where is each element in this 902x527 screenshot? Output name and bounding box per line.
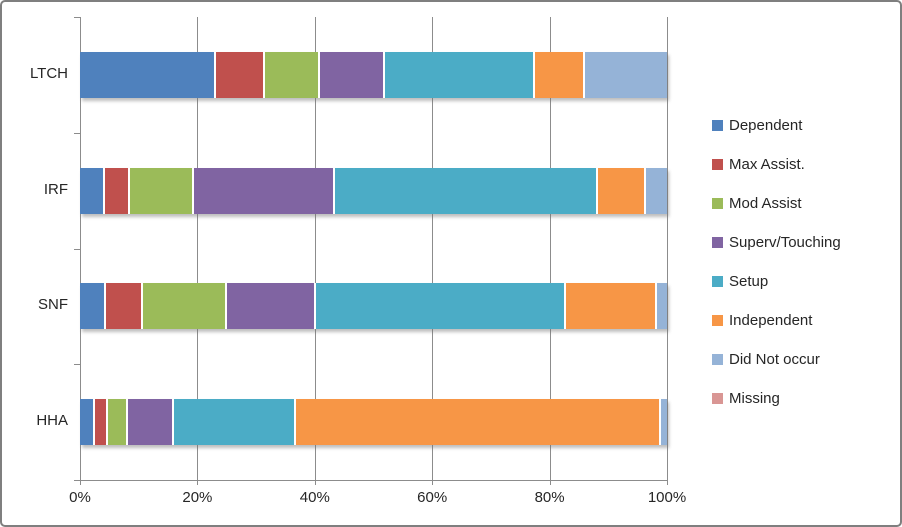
gridline [80,17,81,480]
x-axis-tick [80,480,81,485]
x-axis-tick [314,480,316,485]
legend-swatch [712,392,723,404]
bar-segment [106,283,143,330]
legend: Dependent Max Assist. Mod Assist Superv/Tou… [712,114,841,426]
gridline [549,17,551,480]
legend-item: Setup [712,270,841,292]
x-tick-label: 100% [647,489,687,506]
bar-segment [660,399,667,446]
y-axis-tick [74,132,80,134]
bar-segment [296,399,661,446]
y-axis-tick [74,17,80,18]
legend-label: Dependent [729,116,803,134]
bar-row-snf [80,283,667,330]
bar-row-ltch [80,51,667,98]
bar-segment [142,283,227,330]
y-axis-tick [74,364,80,366]
x-axis-tick [549,480,551,485]
category-label: SNF [38,296,68,314]
x-axis-line [80,480,668,481]
x-tick-label: 40% [299,489,330,506]
legend-swatch [712,158,723,170]
bar-segment [535,51,586,98]
gridline [197,17,199,480]
category-label: HHA [36,412,68,430]
y-axis-tick [74,248,80,250]
bar-segment [128,399,174,446]
bar-segment [645,167,667,214]
x-axis-tick [667,480,668,485]
bar-segment [108,399,129,446]
bar-segment [80,399,95,446]
legend-swatch [712,119,723,131]
legend-label: Independent [729,311,813,329]
bar-segment [173,399,296,446]
legend-swatch [712,275,723,287]
bar-segment [385,51,536,98]
bar-segment [80,283,107,330]
bar-segment [315,283,566,330]
x-tick-label: 80% [534,489,565,506]
bar-segment [265,51,321,98]
gridline [432,17,434,480]
legend-item: Max Assist. [712,153,841,175]
x-tick-label: 60% [417,489,448,506]
bar-segment [585,51,667,98]
bar-segment [94,399,109,446]
gridline [314,17,316,480]
legend-item: Independent [712,309,841,331]
legend-item: Dependent [712,114,841,136]
x-tick-label: 0% [69,489,91,506]
y-axis-tick [74,480,80,481]
gridline [667,17,668,480]
legend-swatch [712,314,723,326]
bar-segment [597,167,646,214]
bar-segment [216,51,266,98]
bar-segment [193,167,336,214]
bar-segment [80,167,106,214]
x-axis-tick [432,480,434,485]
legend-item: Did Not occur [712,348,841,370]
legend-label: Superv/Touching [729,233,841,251]
legend-label: Mod Assist [729,194,802,212]
legend-swatch [712,353,723,365]
category-label: LTCH [29,64,68,82]
bar-row-irf [80,167,667,214]
legend-label: Setup [729,272,769,290]
bar-row-hha [80,399,667,446]
legend-label: Did Not occur [729,350,820,368]
bar-segment [80,51,217,98]
x-tick-label: 20% [182,489,213,506]
bar-segment [130,167,194,214]
bar-segment [226,283,316,330]
legend-item: Mod Assist [712,192,841,214]
legend-item: Missing [712,387,841,409]
bar-segment [566,283,657,330]
bar-segment [105,167,131,214]
bar-segment [320,51,386,98]
bar-segment [656,283,667,330]
legend-label: Missing [729,389,780,407]
bar-segment [335,167,598,214]
legend-swatch [712,197,723,209]
legend-label: Max Assist. [729,155,805,173]
legend-item: Superv/Touching [712,231,841,253]
category-label: IRF [43,180,68,198]
legend-swatch [712,236,723,248]
x-axis-tick [197,480,199,485]
